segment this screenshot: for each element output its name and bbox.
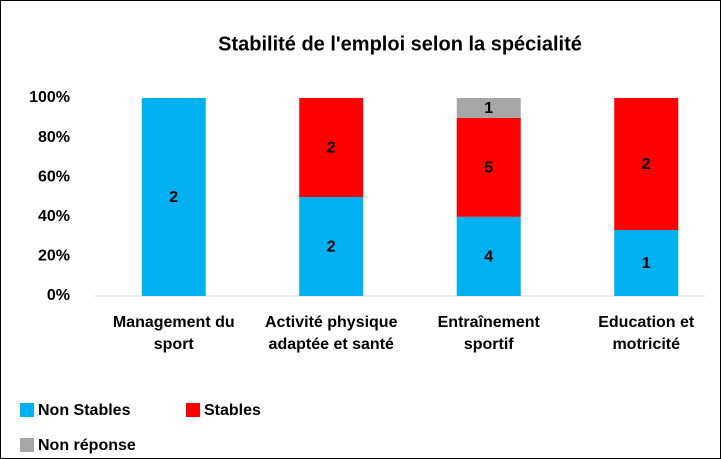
bar-segment [456, 117, 521, 217]
y-tick-label: 0% [47, 287, 70, 304]
x-tick-label: Activité physique adaptée et santé [265, 314, 398, 353]
x-tick-label: Management du sport [112, 314, 235, 353]
bar-segment [614, 230, 679, 296]
data-label: 2 [327, 140, 336, 157]
y-tick-label: 60% [38, 168, 70, 185]
data-label: 2 [327, 239, 336, 256]
data-label: 5 [484, 160, 493, 177]
x-tick-label-box: Activité physique adaptée et santé [265, 314, 398, 353]
bar-segment [614, 98, 679, 230]
x-tick-label-box: Management du sport [112, 314, 235, 353]
legend-label: Non Stables [38, 402, 131, 419]
legend-swatch [186, 403, 200, 417]
y-tick-label: 20% [38, 248, 70, 265]
y-tick-label: 80% [38, 129, 70, 146]
y-tick-label: 40% [38, 208, 70, 225]
data-label: 4 [484, 249, 493, 266]
bar-segment [141, 98, 206, 296]
legend-swatch [20, 438, 34, 452]
bar-segment [456, 98, 521, 118]
bar-segment [456, 216, 521, 296]
chart-title: Stabilité de l'emploi selon la spécialit… [218, 33, 582, 55]
x-tick-label-box: Education et motricité [598, 314, 695, 353]
y-tick-label: 100% [29, 89, 70, 106]
bar-segment [299, 98, 364, 197]
x-tick-label: Entraînement sportif [437, 314, 540, 353]
legend-label: Non réponse [38, 437, 136, 454]
bar-segment [299, 197, 364, 296]
data-label: 2 [169, 189, 178, 206]
x-tick-label: Education et motricité [598, 314, 695, 353]
data-label: 2 [642, 156, 651, 173]
data-label: 1 [484, 100, 493, 117]
data-label: 1 [642, 255, 651, 272]
legend-swatch [20, 403, 34, 417]
legend-label: Stables [204, 402, 261, 419]
x-tick-label-box: Entraînement sportif [437, 314, 540, 353]
